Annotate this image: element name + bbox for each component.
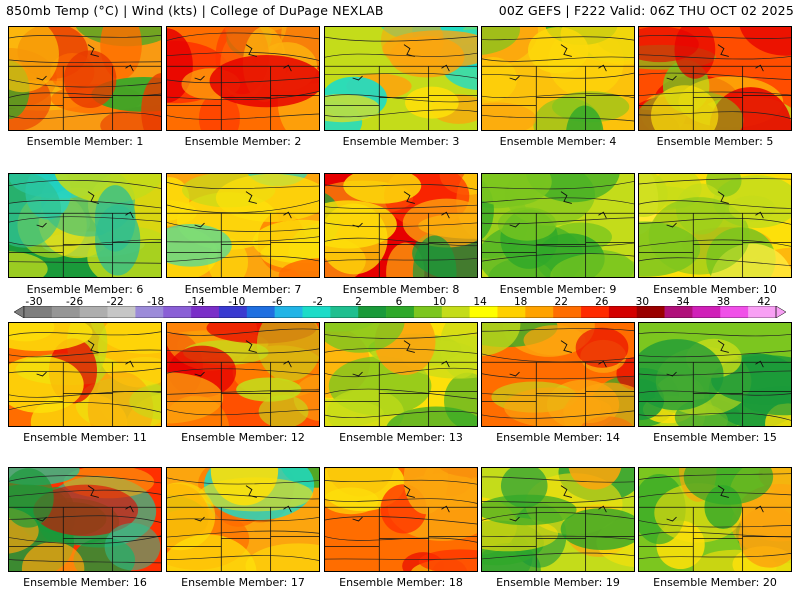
colorbar-segment <box>79 306 108 318</box>
colorbar-segment <box>497 306 526 318</box>
ensemble-member-map <box>8 173 162 278</box>
colorbar-segment <box>163 306 192 318</box>
temperature-colorbar <box>14 306 786 318</box>
ensemble-member-label: Ensemble Member: 16 <box>23 576 147 589</box>
ensemble-member-label: Ensemble Member: 17 <box>181 576 305 589</box>
colorbar-tick-label: 26 <box>595 296 609 308</box>
ensemble-member-map <box>324 322 478 427</box>
ensemble-member-label: Ensemble Member: 2 <box>184 135 302 148</box>
colorbar-segment <box>525 306 554 318</box>
ensemble-member-label: Ensemble Member: 18 <box>339 576 463 589</box>
ensemble-member-map <box>166 322 320 427</box>
ensemble-member-map <box>166 173 320 278</box>
colorbar-tick-label: -22 <box>106 296 124 308</box>
colorbar-segment <box>720 306 749 318</box>
colorbar-segment <box>191 306 220 318</box>
ensemble-member-map <box>324 26 478 131</box>
ensemble-member-label: Ensemble Member: 15 <box>653 431 777 444</box>
ensemble-member-map <box>324 173 478 278</box>
colorbar-tick-label: 34 <box>676 296 690 308</box>
colorbar-segment <box>302 306 331 318</box>
ensemble-member-map <box>166 467 320 572</box>
colorbar-tick-label: 2 <box>355 296 362 308</box>
ensemble-member-map <box>638 467 792 572</box>
ensemble-member-map <box>481 322 635 427</box>
colorbar-tick-label: 18 <box>513 296 528 308</box>
colorbar-segment <box>246 306 275 318</box>
colorbar-tick-label: -10 <box>228 296 246 308</box>
ensemble-member-label: Ensemble Member: 10 <box>653 283 777 296</box>
ensemble-member-label: Ensemble Member: 3 <box>342 135 460 148</box>
ensemble-member-label: Ensemble Member: 12 <box>181 431 305 444</box>
colorbar-segment <box>274 306 303 318</box>
colorbar-tick-label: 14 <box>473 296 487 308</box>
colorbar-tick-label: 6 <box>395 296 403 308</box>
colorbar-segment <box>581 306 610 318</box>
ensemble-member-label: Ensemble Member: 5 <box>656 135 774 148</box>
ensemble-member-label: Ensemble Member: 8 <box>342 283 460 296</box>
colorbar-tick-label: -30 <box>25 296 43 308</box>
colorbar-segment <box>218 306 248 318</box>
colorbar-segment <box>358 306 387 318</box>
colorbar-tick-label: -14 <box>187 296 205 308</box>
ensemble-member-label: Ensemble Member: 19 <box>496 576 620 589</box>
colorbar-tick-label: 10 <box>432 296 447 308</box>
colorbar-segment <box>107 306 136 318</box>
colorbar-segment <box>135 306 164 318</box>
colorbar-segment <box>413 306 443 318</box>
ensemble-member-map <box>638 173 792 278</box>
colorbar-segment <box>441 306 470 318</box>
colorbar-arrow-right <box>775 306 786 318</box>
ensemble-member-label: Ensemble Member: 13 <box>339 431 463 444</box>
colorbar-segment <box>608 306 638 318</box>
ensemble-member-map <box>166 26 320 131</box>
colorbar-arrow-left <box>14 306 25 318</box>
colorbar-segment <box>386 306 415 318</box>
colorbar-tick-label: -6 <box>272 296 283 308</box>
colorbar-tick-label: -26 <box>65 296 84 308</box>
ensemble-member-map <box>8 322 162 427</box>
colorbar-segment <box>24 306 53 318</box>
ensemble-member-map <box>8 467 162 572</box>
colorbar-tick-label: 30 <box>635 296 650 308</box>
ensemble-member-map <box>481 173 635 278</box>
ensemble-member-label: Ensemble Member: 14 <box>496 431 620 444</box>
colorbar-segment <box>51 306 80 318</box>
ensemble-member-label: Ensemble Member: 7 <box>184 283 302 296</box>
ensemble-member-map <box>324 467 478 572</box>
ensemble-member-map <box>638 26 792 131</box>
colorbar-segment <box>636 306 665 318</box>
colorbar-segment <box>692 306 721 318</box>
colorbar-segment <box>553 306 582 318</box>
colorbar-segment <box>469 306 498 318</box>
ensemble-member-label: Ensemble Member: 4 <box>499 135 617 148</box>
ensemble-member-map <box>481 26 635 131</box>
ensemble-member-label: Ensemble Member: 11 <box>23 431 147 444</box>
ensemble-member-map <box>481 467 635 572</box>
ensemble-member-map <box>638 322 792 427</box>
valid-time: 00Z GEFS | F222 Valid: 06Z THU OCT 02 20… <box>498 3 794 18</box>
colorbar-tick-label: 22 <box>554 296 568 308</box>
ensemble-member-map <box>8 26 162 131</box>
ensemble-member-label: Ensemble Member: 9 <box>499 283 617 296</box>
ensemble-member-label: Ensemble Member: 20 <box>653 576 777 589</box>
colorbar-segment <box>330 306 359 318</box>
colorbar-segment <box>748 306 777 318</box>
colorbar-segment <box>664 306 693 318</box>
colorbar-tick-label: 38 <box>716 296 731 308</box>
colorbar-tick-label: -2 <box>312 296 324 308</box>
colorbar-tick-label: 42 <box>757 296 771 308</box>
ensemble-member-label: Ensemble Member: 6 <box>26 283 144 296</box>
ensemble-member-label: Ensemble Member: 1 <box>26 135 144 148</box>
colorbar-tick-label: -18 <box>147 296 165 308</box>
map-title: 850mb Temp (°C) | Wind (kts) | College o… <box>6 3 384 18</box>
